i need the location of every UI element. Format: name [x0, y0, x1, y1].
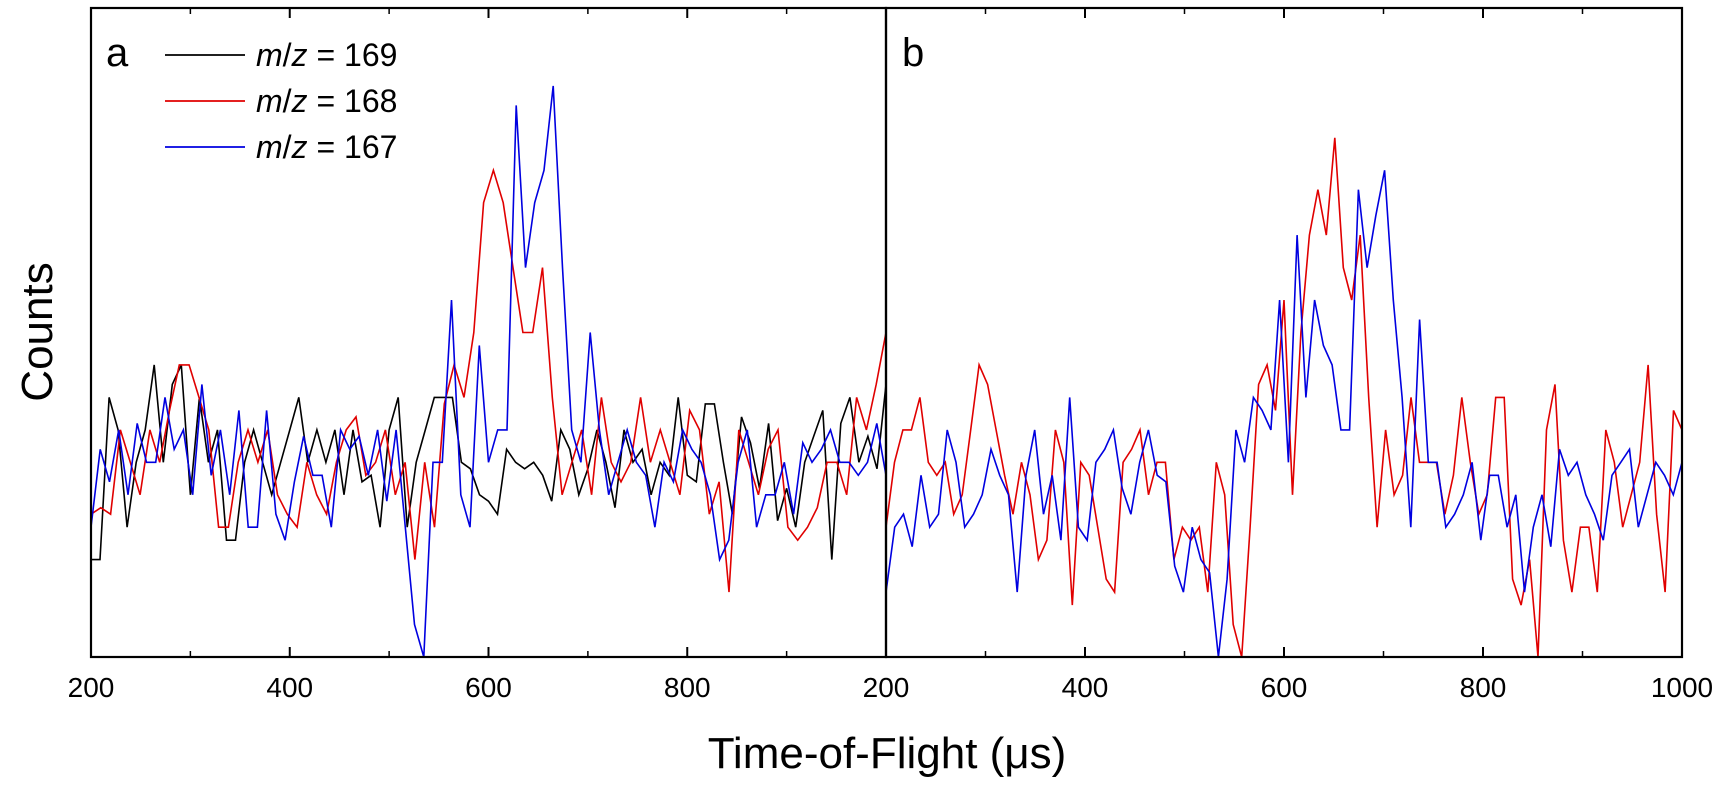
panel-label-b: b	[902, 31, 924, 75]
legend-entry-label: m/z = 168	[256, 83, 397, 119]
x-tick-label: 400	[1062, 672, 1109, 703]
panel-label-a: a	[106, 31, 129, 75]
ticks-layer: 200 400 600 800 200 400 600 800 1000	[68, 8, 1713, 703]
series-line-m-z---167-panel-a	[91, 85, 886, 657]
x-tick-label: 800	[1460, 672, 1507, 703]
panel-frame-b	[884, 6, 1684, 659]
x-tick-label: 600	[465, 672, 512, 703]
x-tick-label: 1000	[1651, 672, 1713, 703]
x-tick-label: 800	[664, 672, 711, 703]
legend-entry-label: m/z = 167	[256, 129, 397, 165]
legend-entry-label: m/z = 169	[256, 37, 397, 73]
panel-frame-a	[89, 6, 888, 659]
x-axis-title: Time-of-Flight (μs)	[708, 729, 1067, 778]
legend: m/z = 169 m/z = 168 m/z = 167	[165, 37, 397, 165]
x-tick-label: 600	[1261, 672, 1308, 703]
x-tick-label: 200	[863, 672, 910, 703]
series-line-m-z---168-panel-a	[91, 167, 886, 593]
x-tick-label: 400	[266, 672, 313, 703]
series-line-m-z---167-panel-b	[886, 170, 1682, 657]
y-axis-title: Counts	[13, 262, 62, 401]
x-tick-label: 200	[68, 672, 115, 703]
panel-b-plot-area	[886, 137, 1682, 657]
panel-a-plot-area	[91, 85, 886, 657]
series-line-m-z---169-panel-a	[91, 364, 886, 561]
series-line-m-z---168-panel-b	[886, 137, 1682, 657]
